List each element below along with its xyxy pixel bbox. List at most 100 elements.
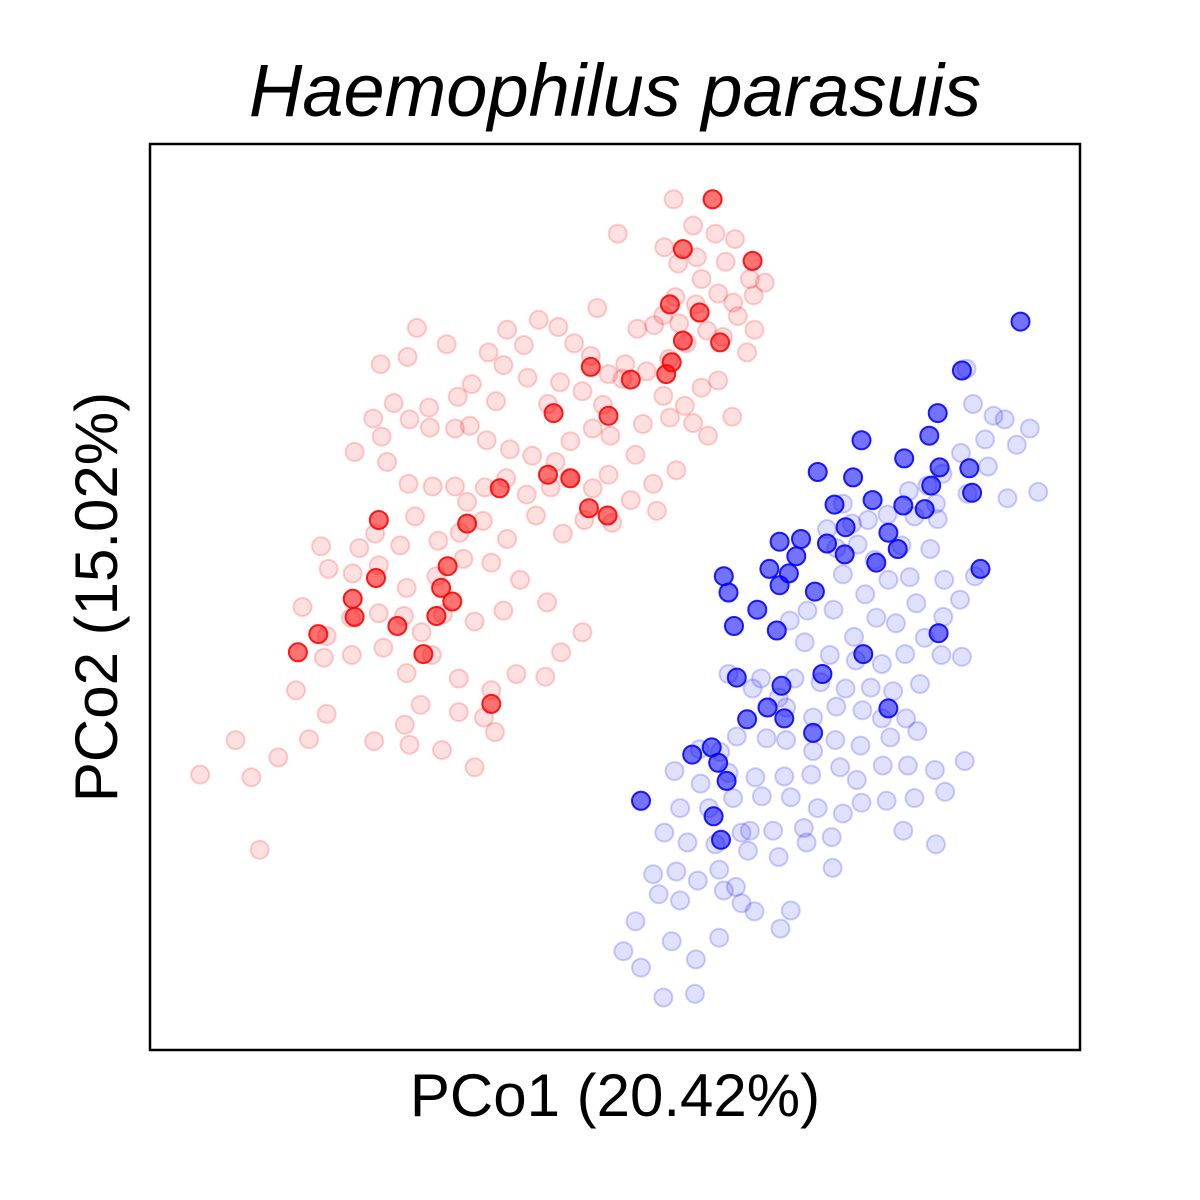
series-0-point-light-151 [485, 722, 505, 742]
series-1-point-light-99 [670, 798, 691, 819]
series-1-point-light-100 [654, 822, 675, 843]
series-1-point-light-11 [1028, 481, 1049, 502]
series-1-point-light-82 [801, 764, 822, 785]
series-0-point-dark-26 [308, 624, 329, 645]
series-1-point-light-131 [685, 983, 705, 1004]
series-0-point-light-136 [551, 642, 572, 663]
scatter-points [190, 189, 1049, 1008]
series-1-point-light-91 [876, 790, 897, 811]
series-1-point-light-21 [858, 510, 878, 530]
series-0-point-light-141 [364, 731, 385, 752]
series-1-point-light-34 [950, 589, 970, 610]
series-1-point-light-122 [661, 931, 682, 952]
series-1-point-light-115 [666, 861, 687, 882]
series-0-point-dark-25 [342, 588, 363, 609]
series-0-point-light-98 [526, 505, 546, 526]
series-0-point-dark-21 [431, 577, 452, 598]
series-0-point-light-33 [548, 317, 569, 337]
series-1-point-light-47 [895, 644, 916, 665]
series-0-point-light-5 [654, 237, 675, 258]
series-1-point-dark-44 [631, 790, 651, 811]
series-1-point-light-127 [648, 884, 669, 905]
series-1-point-light-78 [690, 773, 711, 794]
series-1-point-dark-23 [866, 552, 887, 573]
series-0-point-dark-31 [287, 642, 308, 663]
series-1-point-light-10 [997, 488, 1018, 509]
series-1-point-light-58 [751, 668, 771, 689]
series-1-point-dark-12 [824, 494, 845, 515]
series-0-point-light-32 [564, 333, 585, 354]
series-0-point-dark-7 [580, 356, 601, 377]
series-1-point-dark-28 [747, 599, 768, 620]
series-1-point-light-46 [871, 654, 892, 674]
series-0-point-light-127 [341, 645, 362, 665]
series-1-point-light-133 [739, 820, 760, 841]
series-0-point-light-138 [448, 702, 469, 723]
series-1-point-light-8 [951, 442, 971, 463]
series-1-point-light-72 [776, 730, 797, 751]
series-1-point-dark-33 [726, 667, 747, 688]
series-0-point-light-133 [506, 664, 527, 684]
series-1-point-light-7 [1019, 418, 1040, 439]
series-0-point-light-143 [286, 680, 306, 701]
series-1-point-light-128 [653, 987, 674, 1008]
series-1-point-dark-11 [893, 495, 914, 516]
y-axis-label: PCo2 (15.02%) [63, 392, 130, 802]
series-0-point-light-2 [683, 215, 704, 236]
series-0-point-light-111 [396, 577, 417, 598]
series-0-point-dark-13 [489, 478, 510, 499]
series-1-point-light-77 [664, 761, 685, 781]
series-0-point-light-50 [550, 372, 571, 393]
series-1-point-light-89 [935, 781, 956, 802]
series-1-point-light-101 [677, 832, 698, 853]
series-0-point-light-102 [428, 530, 449, 551]
series-1-point-light-32 [934, 569, 955, 590]
series-1-point-light-92 [851, 792, 872, 813]
series-1-point-light-41 [797, 600, 818, 621]
series-0-point-light-153 [190, 764, 211, 785]
series-1-point-light-67 [907, 721, 928, 742]
series-1-point-light-121 [780, 900, 801, 921]
series-0-point-light-122 [368, 603, 389, 624]
series-1-point-light-64 [852, 700, 873, 721]
series-1-point-light-36 [906, 593, 927, 614]
series-1-point-light-29 [855, 584, 876, 605]
series-1-point-dark-49 [803, 722, 824, 743]
series-0-point-light-83 [457, 491, 478, 512]
series-1-point-light-112 [738, 840, 758, 861]
series-1-point-dark-46 [970, 558, 991, 579]
series-1-point-light-124 [631, 957, 651, 978]
series-0-point-dark-12 [543, 403, 564, 424]
series-1-point-light-73 [756, 728, 777, 749]
series-1-point-light-84 [846, 770, 867, 790]
series-1-point-light-35 [933, 606, 954, 627]
series-0-point-light-57 [691, 377, 712, 398]
chart-title: Haemophilus parasuis [249, 49, 981, 132]
series-0-point-light-99 [497, 529, 518, 549]
series-0-point-light-66 [582, 418, 603, 439]
series-1-point-light-69 [850, 735, 871, 756]
series-0-point-light-90 [598, 464, 619, 485]
series-0-point-light-67 [560, 431, 581, 452]
series-1-point-light-111 [768, 847, 789, 867]
series-0-point-light-109 [342, 563, 363, 584]
series-1-point-light-38 [866, 607, 887, 628]
series-1-point-light-37 [885, 613, 906, 634]
series-0-point-light-115 [510, 569, 531, 590]
series-1-point-light-85 [872, 755, 893, 776]
series-0-point-light-43 [370, 354, 391, 375]
series-0-point-light-24 [697, 320, 718, 341]
series-0-point-light-81 [422, 476, 443, 497]
series-1-point-dark-51 [682, 744, 703, 765]
series-0-point-light-20 [727, 306, 748, 327]
series-0-point-light-58 [708, 370, 729, 391]
series-0-point-light-12 [723, 292, 744, 313]
series-0-point-light-93 [666, 460, 687, 481]
series-0-point-light-73 [445, 418, 465, 439]
series-0-point-light-120 [411, 622, 432, 643]
series-1-point-dark-14 [962, 482, 983, 503]
series-0-point-dark-10 [656, 364, 677, 385]
series-1-point-dark-9 [929, 457, 950, 478]
series-1-point-dark-30 [718, 582, 739, 603]
series-0-point-dark-14 [538, 464, 558, 485]
